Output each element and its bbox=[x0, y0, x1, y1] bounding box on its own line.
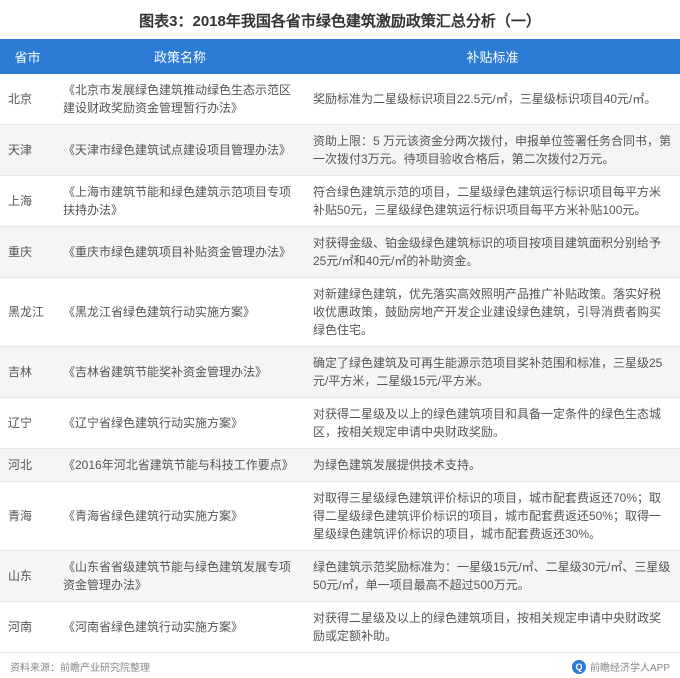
brand-text: 前瞻经济学人APP bbox=[590, 659, 670, 674]
cell-policy: 《天津市绿色建筑试点建设项目管理办法》 bbox=[55, 125, 305, 176]
table-row: 重庆《重庆市绿色建筑项目补贴资金管理办法》对获得金级、铂金级绿色建筑标识的项目按… bbox=[0, 227, 680, 278]
cell-province: 河南 bbox=[0, 602, 55, 653]
table-header-row: 省市 政策名称 补贴标准 bbox=[0, 39, 680, 74]
table-row: 山东《山东省省级建筑节能与绿色建筑发展专项资金管理办法》绿色建筑示范奖励标准为：… bbox=[0, 551, 680, 602]
col-header-province: 省市 bbox=[0, 39, 55, 74]
footer: 资料来源：前瞻产业研究院整理 Q 前瞻经济学人APP bbox=[0, 653, 680, 678]
cell-standard: 符合绿色建筑示范的项目，二星级绿色建筑运行标识项目每平方米补贴50元，三星级绿色… bbox=[305, 176, 680, 227]
table-row: 河南《河南省绿色建筑行动实施方案》对获得二星级及以上的绿色建筑项目，按相关规定申… bbox=[0, 602, 680, 653]
cell-province: 河北 bbox=[0, 449, 55, 482]
cell-policy: 《北京市发展绿色建筑推动绿色生态示范区建设财政奖励资金管理暂行办法》 bbox=[55, 74, 305, 125]
brand-logo-icon: Q bbox=[572, 660, 586, 674]
cell-province: 青海 bbox=[0, 482, 55, 551]
cell-standard: 对获得金级、铂金级绿色建筑标识的项目按项目建筑面积分别给予25元/㎡和40元/㎡… bbox=[305, 227, 680, 278]
cell-standard: 确定了绿色建筑及可再生能源示范项目奖补范围和标准，三星级25元/平方米，二星级1… bbox=[305, 347, 680, 398]
col-header-policy: 政策名称 bbox=[55, 39, 305, 74]
cell-policy: 《辽宁省绿色建筑行动实施方案》 bbox=[55, 398, 305, 449]
cell-policy: 《青海省绿色建筑行动实施方案》 bbox=[55, 482, 305, 551]
cell-province: 山东 bbox=[0, 551, 55, 602]
cell-standard: 奖励标准为二星级标识项目22.5元/㎡，三星级标识项目40元/㎡。 bbox=[305, 74, 680, 125]
cell-policy: 《吉林省建筑节能奖补资金管理办法》 bbox=[55, 347, 305, 398]
table-row: 吉林《吉林省建筑节能奖补资金管理办法》确定了绿色建筑及可再生能源示范项目奖补范围… bbox=[0, 347, 680, 398]
table-row: 上海《上海市建筑节能和绿色建筑示范项目专项扶持办法》符合绿色建筑示范的项目，二星… bbox=[0, 176, 680, 227]
cell-province: 辽宁 bbox=[0, 398, 55, 449]
cell-standard: 对新建绿色建筑，优先落实高效照明产品推广补贴政策。落实好税收优惠政策，鼓励房地产… bbox=[305, 278, 680, 347]
policy-table: 省市 政策名称 补贴标准 北京《北京市发展绿色建筑推动绿色生态示范区建设财政奖励… bbox=[0, 39, 680, 653]
cell-standard: 为绿色建筑发展提供技术支持。 bbox=[305, 449, 680, 482]
chart-title: 图表3：2018年我国各省市绿色建筑激励政策汇总分析（一） bbox=[0, 0, 680, 39]
table-row: 辽宁《辽宁省绿色建筑行动实施方案》对获得二星级及以上的绿色建筑项目和具备一定条件… bbox=[0, 398, 680, 449]
cell-standard: 资助上限：5 万元该资金分两次拨付，申报单位签署任务合同书，第一次拨付3万元。待… bbox=[305, 125, 680, 176]
cell-province: 吉林 bbox=[0, 347, 55, 398]
cell-province: 黑龙江 bbox=[0, 278, 55, 347]
cell-standard: 对获得二星级及以上的绿色建筑项目，按相关规定申请中央财政奖励或定额补助。 bbox=[305, 602, 680, 653]
cell-province: 天津 bbox=[0, 125, 55, 176]
table-row: 黑龙江《黑龙江省绿色建筑行动实施方案》对新建绿色建筑，优先落实高效照明产品推广补… bbox=[0, 278, 680, 347]
cell-policy: 《河南省绿色建筑行动实施方案》 bbox=[55, 602, 305, 653]
cell-policy: 《2016年河北省建筑节能与科技工作要点》 bbox=[55, 449, 305, 482]
table-row: 天津《天津市绿色建筑试点建设项目管理办法》资助上限：5 万元该资金分两次拨付，申… bbox=[0, 125, 680, 176]
cell-policy: 《山东省省级建筑节能与绿色建筑发展专项资金管理办法》 bbox=[55, 551, 305, 602]
cell-standard: 对取得三星级绿色建筑评价标识的项目，城市配套费返还70%；取得二星级绿色建筑评价… bbox=[305, 482, 680, 551]
source-text: 资料来源：前瞻产业研究院整理 bbox=[10, 659, 150, 674]
brand-badge: Q 前瞻经济学人APP bbox=[572, 659, 670, 674]
col-header-standard: 补贴标准 bbox=[305, 39, 680, 74]
cell-province: 上海 bbox=[0, 176, 55, 227]
cell-standard: 对获得二星级及以上的绿色建筑项目和具备一定条件的绿色生态城区，按相关规定申请中央… bbox=[305, 398, 680, 449]
cell-province: 重庆 bbox=[0, 227, 55, 278]
cell-policy: 《上海市建筑节能和绿色建筑示范项目专项扶持办法》 bbox=[55, 176, 305, 227]
cell-policy: 《黑龙江省绿色建筑行动实施方案》 bbox=[55, 278, 305, 347]
cell-policy: 《重庆市绿色建筑项目补贴资金管理办法》 bbox=[55, 227, 305, 278]
cell-standard: 绿色建筑示范奖励标准为：一星级15元/㎡、二星级30元/㎡、三星级50元/㎡，单… bbox=[305, 551, 680, 602]
table-row: 青海《青海省绿色建筑行动实施方案》对取得三星级绿色建筑评价标识的项目，城市配套费… bbox=[0, 482, 680, 551]
table-row: 河北《2016年河北省建筑节能与科技工作要点》为绿色建筑发展提供技术支持。 bbox=[0, 449, 680, 482]
cell-province: 北京 bbox=[0, 74, 55, 125]
table-row: 北京《北京市发展绿色建筑推动绿色生态示范区建设财政奖励资金管理暂行办法》奖励标准… bbox=[0, 74, 680, 125]
